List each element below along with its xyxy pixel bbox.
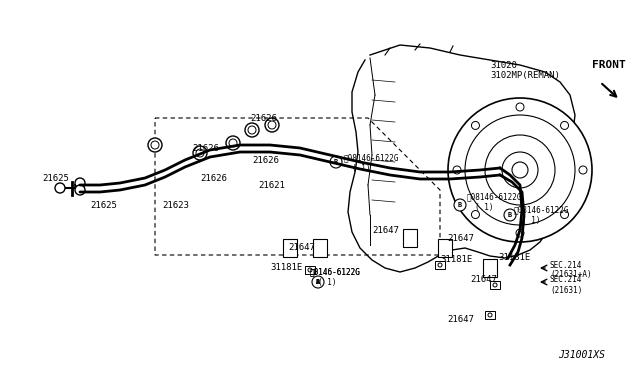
Text: B: B — [458, 202, 462, 208]
Circle shape — [193, 146, 207, 160]
Circle shape — [265, 118, 279, 132]
Bar — [305, 266, 315, 274]
Circle shape — [55, 183, 65, 193]
Text: SEC.214: SEC.214 — [550, 260, 582, 269]
Circle shape — [448, 98, 592, 242]
Circle shape — [330, 156, 342, 168]
Text: (21631+A): (21631+A) — [550, 270, 591, 279]
Circle shape — [226, 136, 240, 150]
Text: 31181E: 31181E — [440, 256, 472, 264]
Bar — [483, 259, 497, 277]
Text: 21647: 21647 — [288, 244, 315, 253]
Circle shape — [485, 135, 555, 205]
Text: 21621: 21621 — [258, 180, 285, 189]
Circle shape — [493, 283, 497, 287]
Circle shape — [504, 209, 516, 221]
Text: Ⓑ08146-6122G: Ⓑ08146-6122G — [344, 154, 399, 163]
Text: ( 1): ( 1) — [522, 215, 541, 224]
Text: Ⓑ08146-6122G: Ⓑ08146-6122G — [467, 192, 522, 202]
Text: 21625: 21625 — [90, 201, 117, 209]
Text: (21631): (21631) — [550, 285, 582, 295]
Text: FRONT: FRONT — [592, 60, 626, 70]
Text: ( 1): ( 1) — [475, 202, 493, 212]
Circle shape — [454, 199, 466, 211]
Circle shape — [312, 276, 324, 288]
Circle shape — [453, 166, 461, 174]
Text: 21647: 21647 — [447, 315, 474, 324]
Text: B: B — [334, 159, 338, 165]
Text: Ⓑ08146-6122G: Ⓑ08146-6122G — [514, 205, 570, 215]
Circle shape — [516, 229, 524, 237]
Circle shape — [308, 268, 312, 272]
Circle shape — [561, 211, 568, 218]
Text: 21626: 21626 — [252, 155, 279, 164]
Circle shape — [151, 141, 159, 149]
Circle shape — [579, 166, 587, 174]
Circle shape — [516, 103, 524, 111]
Circle shape — [438, 263, 442, 267]
Text: 21625: 21625 — [42, 173, 69, 183]
Bar — [490, 281, 500, 289]
Text: 21623: 21623 — [162, 201, 189, 209]
Circle shape — [488, 313, 492, 317]
Bar — [435, 261, 445, 269]
Text: B: B — [316, 279, 320, 285]
Text: A: A — [316, 279, 320, 285]
Bar — [283, 239, 297, 257]
Circle shape — [75, 185, 85, 195]
Circle shape — [245, 123, 259, 137]
Text: 21626: 21626 — [250, 113, 277, 122]
Text: B: B — [508, 212, 512, 218]
Circle shape — [268, 121, 276, 129]
Text: 31020: 31020 — [490, 61, 517, 70]
Text: J31001XS: J31001XS — [558, 350, 605, 360]
Bar — [485, 311, 495, 319]
Circle shape — [75, 178, 85, 188]
Circle shape — [229, 139, 237, 147]
Circle shape — [472, 211, 479, 218]
Circle shape — [148, 138, 162, 152]
Text: 21626: 21626 — [192, 144, 219, 153]
Text: ⑀8146-6122G: ⑀8146-6122G — [310, 267, 361, 276]
Text: 21647: 21647 — [470, 276, 497, 285]
Text: 21647: 21647 — [372, 225, 399, 234]
Circle shape — [465, 115, 575, 225]
Circle shape — [196, 149, 204, 157]
Text: 31181E: 31181E — [270, 263, 302, 273]
Text: ( 1): ( 1) — [318, 278, 337, 286]
Circle shape — [561, 121, 568, 129]
Circle shape — [472, 121, 479, 129]
Text: 21647: 21647 — [447, 234, 474, 243]
Text: 21626: 21626 — [200, 173, 227, 183]
Text: ( 1): ( 1) — [352, 164, 371, 173]
Circle shape — [512, 162, 528, 178]
Circle shape — [502, 152, 538, 188]
Polygon shape — [348, 45, 575, 272]
Bar — [438, 239, 452, 257]
Text: ⑁0146-6122G: ⑁0146-6122G — [310, 267, 361, 276]
Text: 3102MP(REMAN): 3102MP(REMAN) — [490, 71, 560, 80]
Bar — [403, 229, 417, 247]
Circle shape — [248, 126, 256, 134]
Text: 31181E: 31181E — [498, 253, 531, 263]
Bar — [313, 239, 327, 257]
Text: SEC.214: SEC.214 — [550, 276, 582, 285]
